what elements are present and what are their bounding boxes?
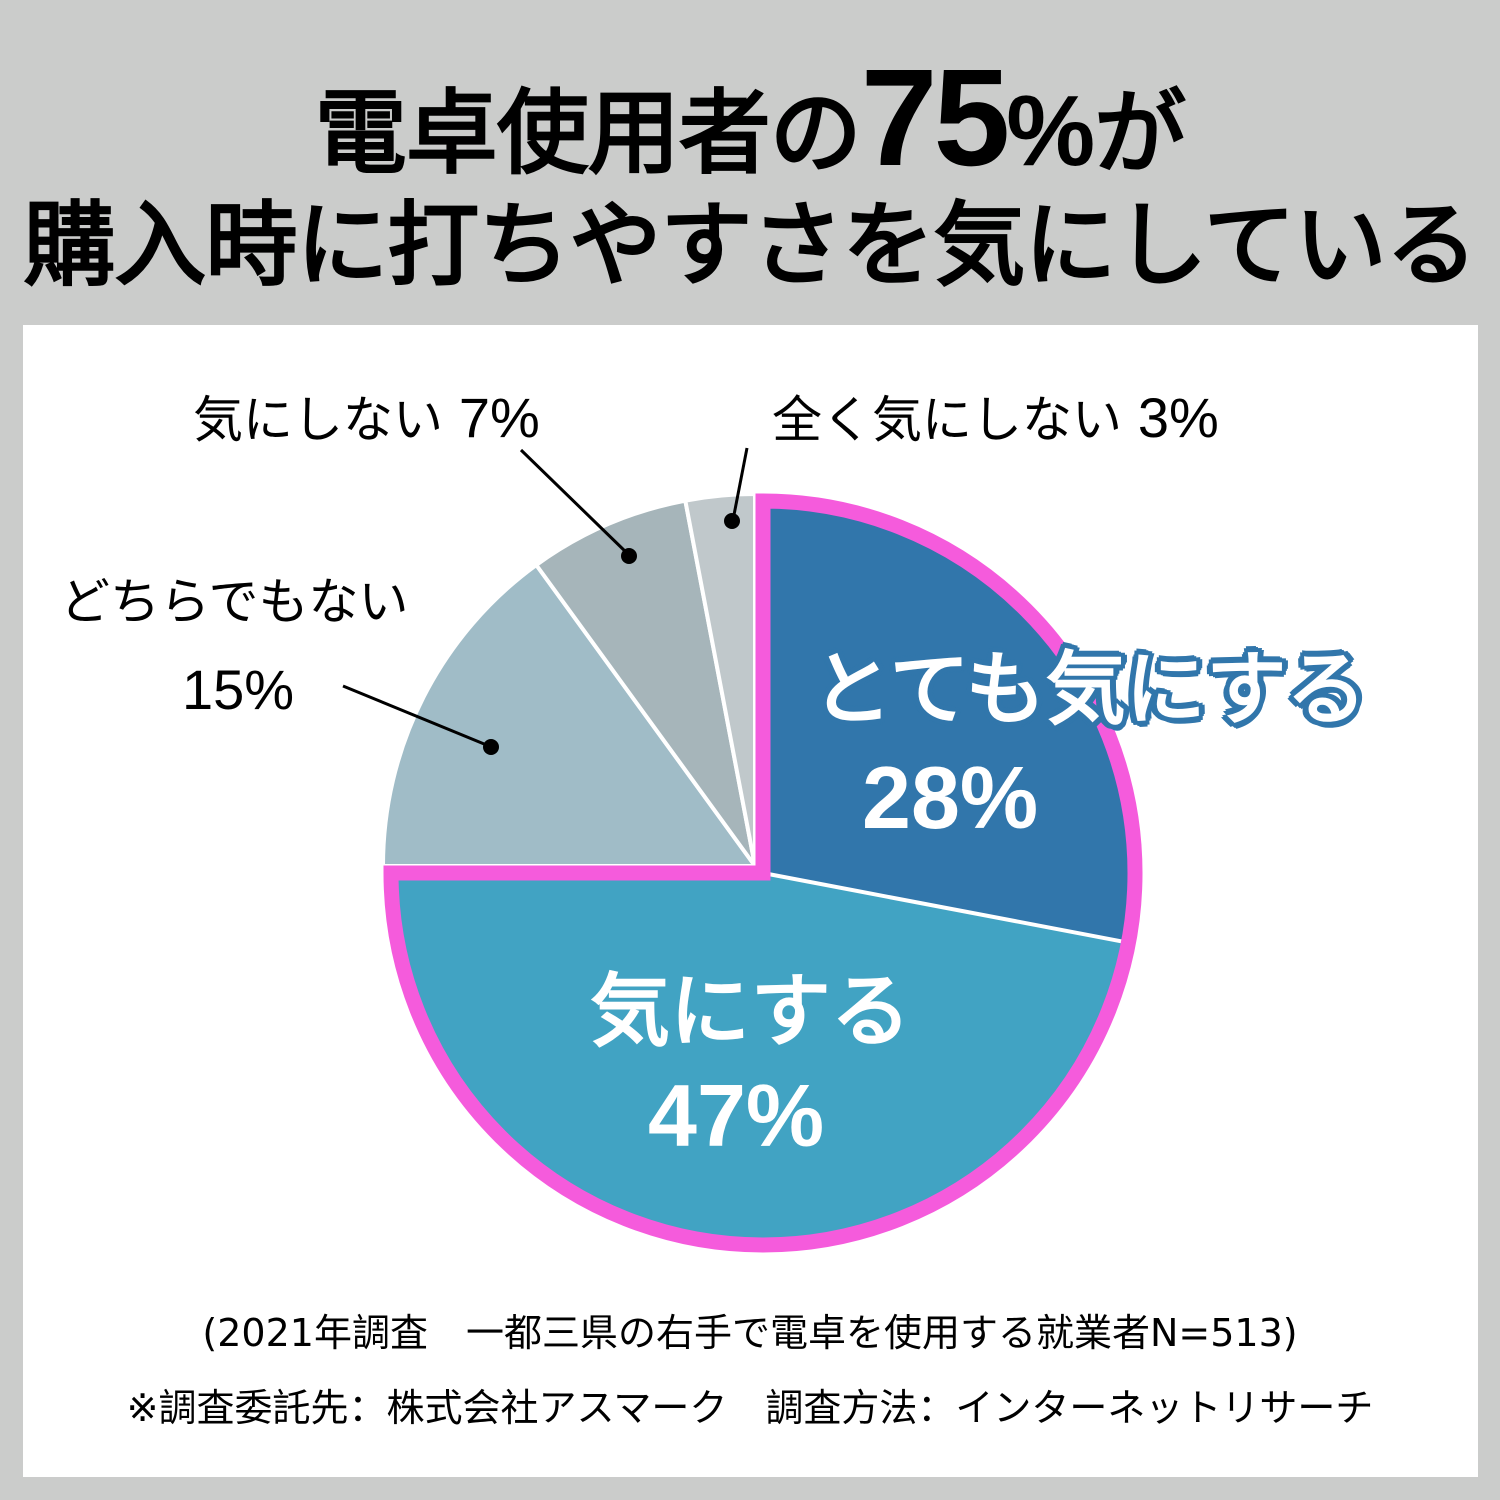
headline-number: 75 <box>860 41 1010 195</box>
label-somewhat-text: 気にする <box>590 965 911 1058</box>
label-somewhat-value: 47% <box>648 1066 824 1166</box>
label-very-much-value-text: 28% <box>862 748 1039 847</box>
label-somewhat-value-text: 47% <box>648 1066 825 1165</box>
slice-divider <box>762 871 1129 945</box>
slice-very-much <box>763 501 1135 943</box>
footnote-survey: (2021年調査 一都三県の右手で電卓を使用する就業者N=513) <box>202 1311 1298 1355</box>
label-neither-value: 15% <box>182 660 294 722</box>
label-not-at-all-value: 3% <box>1137 386 1219 449</box>
highlight-outline <box>383 493 1143 1253</box>
label-not-much: 気にしない 7% <box>193 388 540 450</box>
leader-not-at-all <box>731 447 749 521</box>
slice-neither <box>380 562 759 868</box>
label-neither-value-text: 15% <box>182 658 295 721</box>
headline-suffix: が <box>1094 80 1186 187</box>
leader-neither <box>342 684 490 748</box>
label-not-at-all: 全く気にしない 3% <box>772 388 1219 450</box>
footnote-method: ※調査委託先：株式会社アスマーク 調査方法：インターネットリサーチ <box>126 1386 1374 1430</box>
leader-not-much <box>519 448 631 557</box>
slice-not-at-all <box>682 491 757 867</box>
leader-dot-not-at-all <box>724 513 740 529</box>
label-not-much-value: 7% <box>458 386 540 449</box>
label-very-much-value: 28% <box>862 748 1038 848</box>
label-neither-text: どちらでもない <box>60 573 409 631</box>
slice-not-much <box>533 498 757 868</box>
headline-percent: % <box>1006 75 1095 187</box>
headline-line-2: 購入時に打ちやすさを気にしている <box>23 192 1477 299</box>
slice-somewhat <box>391 873 1129 1245</box>
label-not-at-all-text: 全く気にしない <box>772 391 1122 449</box>
leader-dot-not-much <box>621 548 637 564</box>
leader-dot-neither <box>483 739 499 755</box>
label-not-much-text: 気にしない <box>193 391 443 449</box>
headline-line-1: 電卓使用者の75%が <box>0 49 1500 194</box>
headline-prefix: 電卓使用者の <box>314 80 862 187</box>
label-very-much-text: とても気にする <box>812 643 1367 736</box>
